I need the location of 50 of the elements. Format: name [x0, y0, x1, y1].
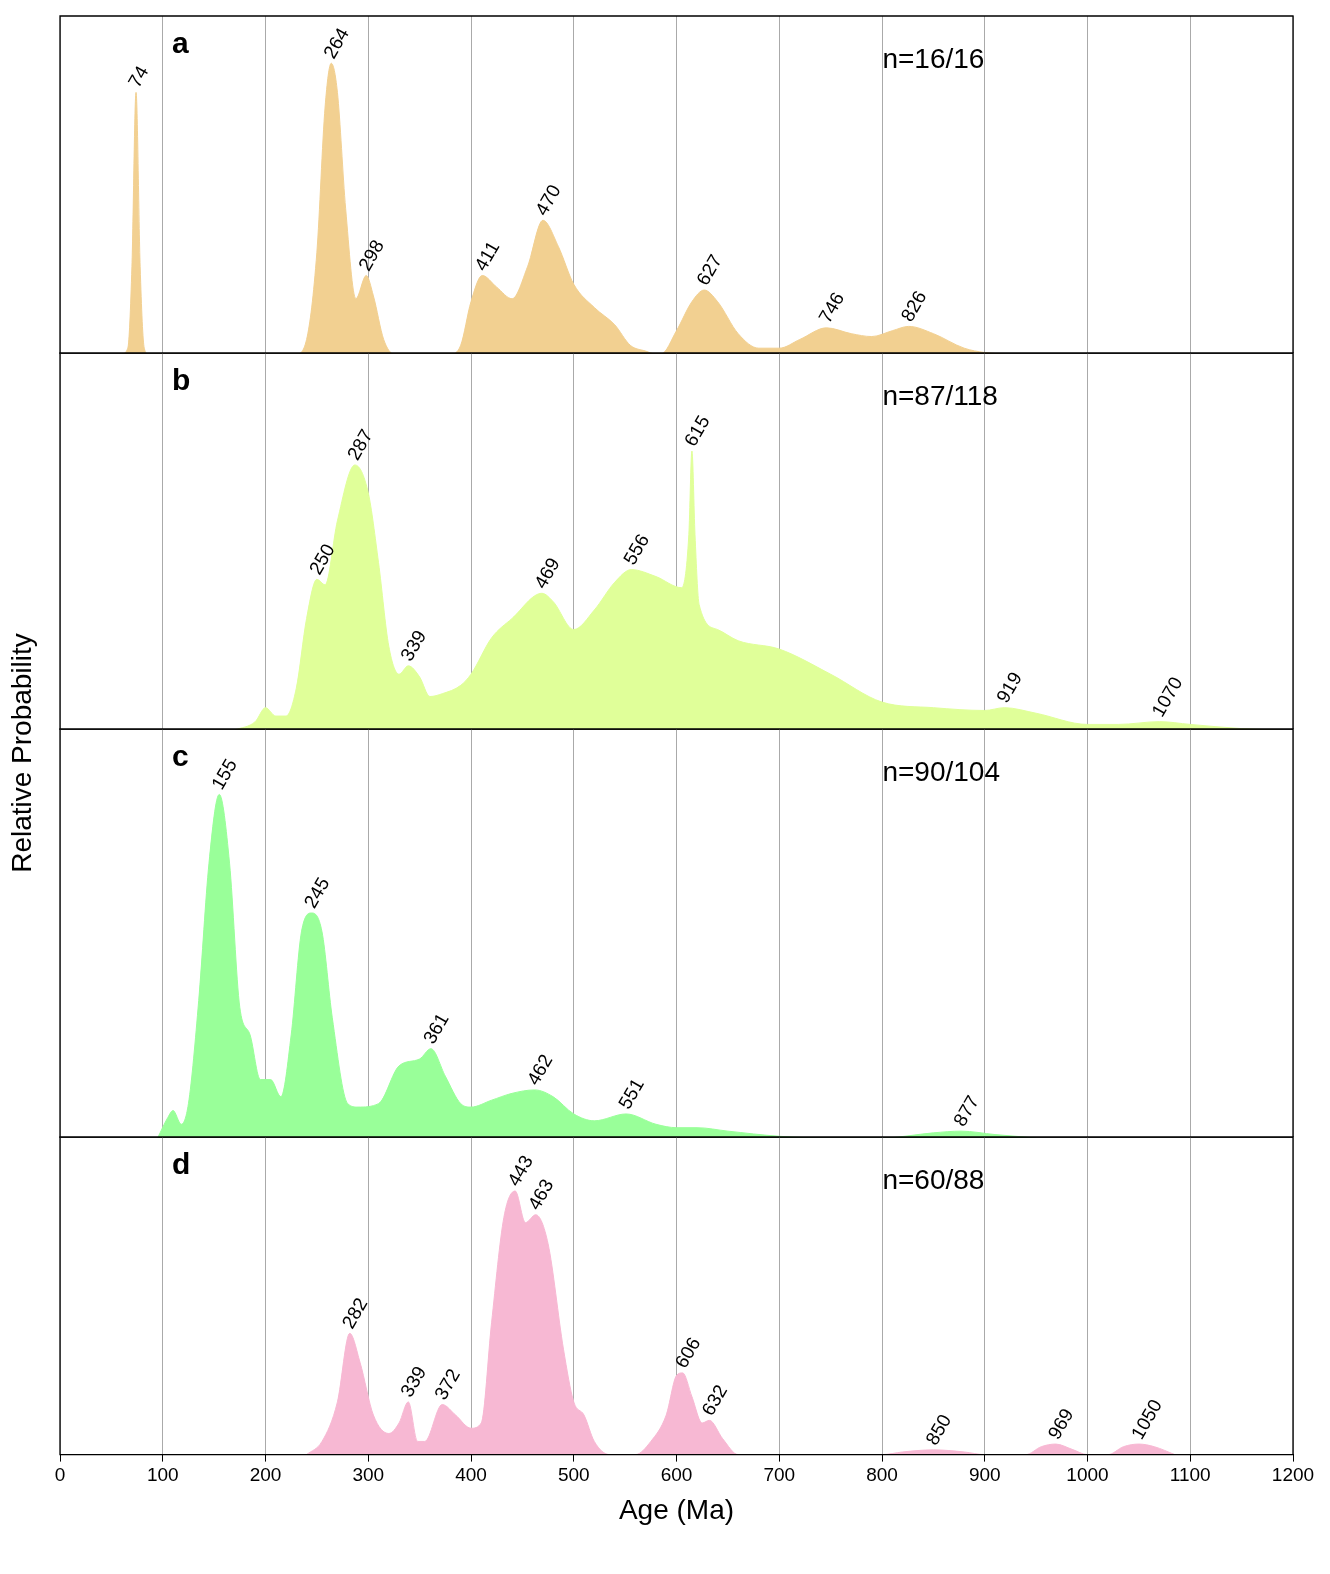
annotation: 74	[123, 62, 153, 92]
annotation: 264	[319, 24, 354, 62]
annotation: 969	[1043, 1404, 1078, 1443]
chart-title: d	[172, 1147, 191, 1181]
annotation: 155	[207, 755, 242, 794]
x-tick-label: 800	[866, 1464, 898, 1486]
chart-title: a	[172, 26, 189, 60]
annotation: 551	[613, 1074, 648, 1113]
annotation: 245	[299, 873, 334, 912]
annotation: n=16/16	[882, 42, 985, 74]
annotation: 850	[921, 1410, 956, 1449]
annotation: 411	[470, 237, 504, 275]
text: n=90/104	[882, 755, 1000, 787]
annotation: 556	[619, 530, 654, 569]
text: n=87/118	[882, 379, 998, 411]
annotation: 877	[948, 1091, 983, 1130]
annotation: 826	[896, 287, 931, 325]
x-tick-label: 400	[455, 1464, 487, 1486]
annotation: 746	[814, 288, 849, 327]
annotation: 282	[337, 1294, 372, 1332]
x-tick-label: 1200	[1271, 1464, 1315, 1486]
chart-title: c	[172, 739, 189, 773]
annotation: 361	[418, 1009, 453, 1048]
annotation: 469	[529, 553, 564, 592]
annotation: 606	[670, 1333, 705, 1372]
x-tick-label: 500	[557, 1464, 590, 1486]
x-tick-label: 100	[146, 1464, 179, 1486]
x-tick-label: 700	[763, 1464, 796, 1486]
annotation: 298	[354, 236, 389, 275]
annotation: 339	[396, 1362, 431, 1401]
annotation: 470	[530, 180, 565, 219]
x-axis-title: Age (Ma)	[618, 1493, 735, 1525]
x-tick-label: 1100	[1169, 1464, 1211, 1486]
x-tick-label: 300	[352, 1464, 385, 1486]
x-tick-label: 900	[968, 1464, 1001, 1486]
y-axis-title: Relative Probability	[6, 633, 38, 873]
x-tick-label: 1000	[1066, 1464, 1109, 1486]
x-tick-label: 600	[660, 1464, 693, 1486]
annotation: 339	[396, 626, 431, 665]
x-tick-label: 200	[249, 1464, 282, 1486]
x-tick-label: 0	[54, 1464, 66, 1486]
annotation: 627	[692, 250, 727, 289]
annotation: 632	[697, 1381, 732, 1419]
annotation: 372	[430, 1365, 465, 1404]
annotation: n=60/88	[882, 1163, 985, 1195]
annotation: 615	[679, 411, 714, 450]
chart-title: b	[172, 363, 191, 397]
annotation: 919	[992, 668, 1027, 707]
annotation: 462	[522, 1050, 557, 1089]
annotation: 250	[304, 540, 339, 578]
